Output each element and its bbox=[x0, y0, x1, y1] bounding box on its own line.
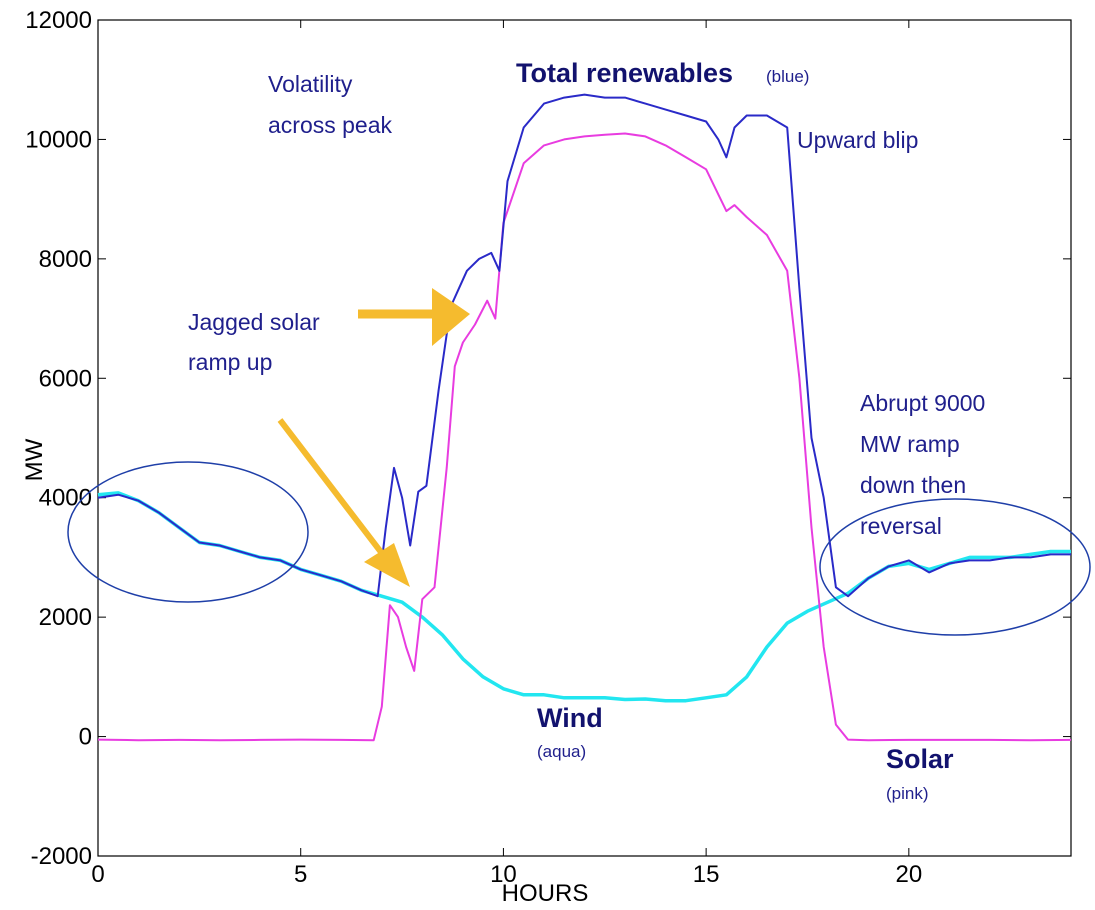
series-line-solar bbox=[97, 132, 1072, 742]
x-tick-label: 0 bbox=[91, 861, 104, 888]
annotation-solar-bold: Solar bbox=[886, 744, 954, 774]
annotation-abrupt-line4: reversal bbox=[860, 513, 942, 539]
arrow-shaft bbox=[277, 418, 390, 562]
y-tick-label: 8000 bbox=[39, 246, 92, 273]
y-tick-label: 6000 bbox=[39, 365, 92, 392]
annotation-volatility-line1: Volatility bbox=[268, 71, 353, 97]
annotation-volatility-line2: across peak bbox=[268, 112, 393, 138]
highlight-ellipse-left bbox=[67, 461, 309, 603]
y-tick-label: 12000 bbox=[25, 7, 92, 34]
series-line-total-renewables bbox=[97, 93, 1071, 598]
annotation-upward-blip: Upward blip bbox=[797, 127, 918, 153]
annotation-wind-note: (aqua) bbox=[537, 742, 586, 761]
annotation-wind-bold: Wind bbox=[537, 703, 603, 733]
annotation-abrupt-line3: down then bbox=[860, 472, 966, 498]
x-tick-label: 20 bbox=[895, 861, 922, 888]
annotation-abrupt-line1: Abrupt 9000 bbox=[860, 390, 985, 416]
y-tick-label: 10000 bbox=[25, 126, 92, 153]
annotation-total-note: (blue) bbox=[766, 67, 809, 86]
y-axis-label: MW bbox=[21, 438, 48, 481]
y-tick-label: 2000 bbox=[39, 604, 92, 631]
arrow-to-solar bbox=[277, 418, 410, 587]
annotation-jagged-line1: Jagged solar bbox=[188, 309, 320, 335]
x-tick-label: 15 bbox=[693, 861, 720, 888]
series-lines bbox=[97, 93, 1072, 742]
annotation-abrupt-line2: MW ramp bbox=[860, 431, 960, 457]
highlight-ellipse-right bbox=[819, 498, 1091, 636]
arrow-head bbox=[432, 288, 470, 346]
x-tick-label: 10 bbox=[490, 861, 517, 888]
annotation-jagged-line2: ramp up bbox=[188, 349, 272, 375]
arrow-head bbox=[364, 543, 410, 587]
annotation-total-bold: Total renewables bbox=[516, 58, 733, 88]
y-tick-label: -2000 bbox=[31, 843, 92, 870]
plot-area bbox=[97, 19, 1072, 857]
annotation-solar-note: (pink) bbox=[886, 784, 929, 803]
y-tick-label: 0 bbox=[79, 724, 92, 751]
y-tick-label: 4000 bbox=[39, 485, 92, 512]
arrow-to-total bbox=[358, 288, 470, 346]
x-tick-label: 5 bbox=[294, 861, 307, 888]
x-axis-label: HOURS bbox=[502, 880, 589, 907]
